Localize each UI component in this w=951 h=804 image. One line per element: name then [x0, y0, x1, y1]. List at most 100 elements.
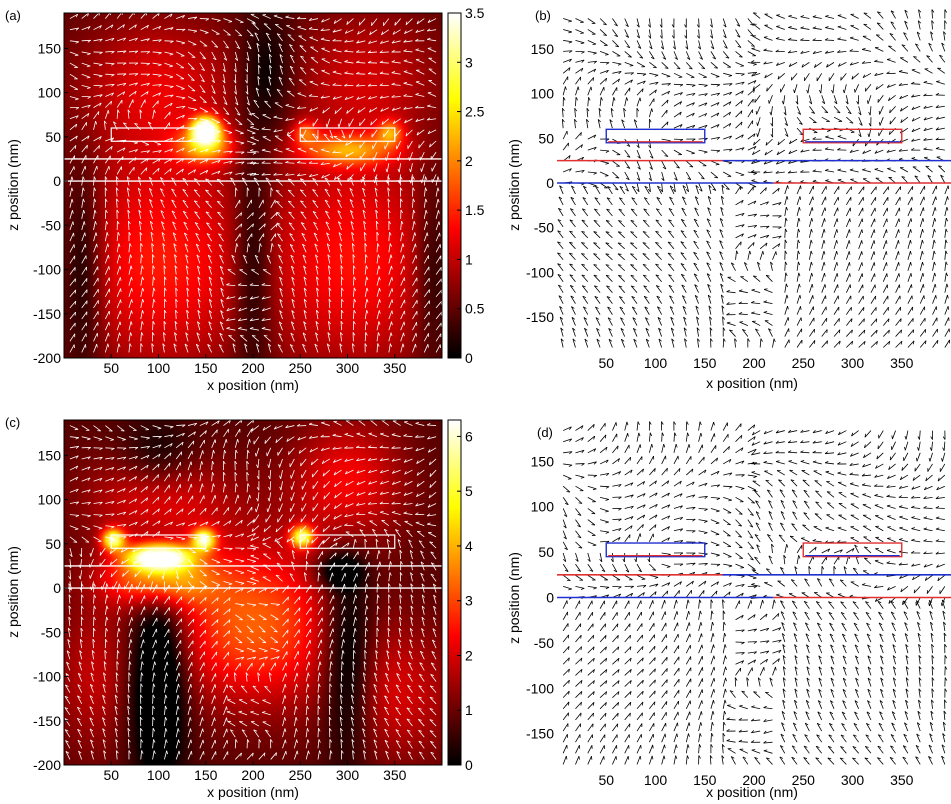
- field-arrow: [81, 266, 87, 275]
- field-arrow: [229, 685, 236, 693]
- field-arrow: [211, 439, 216, 448]
- field-arrow: [599, 29, 608, 36]
- field-arrow: [907, 218, 912, 228]
- field-arrow-head: [315, 332, 319, 336]
- field-arrow: [104, 616, 107, 626]
- field-arrow: [376, 243, 379, 253]
- field-arrow: [223, 449, 225, 459]
- field-arrow: [351, 232, 354, 242]
- field-arrow: [574, 108, 576, 118]
- field-arrow-head: [921, 250, 924, 255]
- field-arrow: [81, 344, 86, 353]
- field-arrow: [685, 40, 689, 50]
- field-arrow: [375, 209, 378, 219]
- field-arrow: [309, 81, 319, 86]
- field-arrow-head: [111, 137, 115, 141]
- field-arrow-head: [620, 328, 625, 331]
- field-arrow: [127, 739, 130, 749]
- field-arrow: [735, 18, 741, 27]
- field-arrow: [81, 514, 91, 516]
- field-arrow: [116, 605, 120, 615]
- field-arrow-head: [202, 739, 205, 744]
- field-arrow: [923, 82, 933, 85]
- field-arrow-head: [194, 200, 198, 203]
- field-arrow: [223, 684, 228, 693]
- field-arrow: [104, 332, 109, 342]
- field-arrow: [128, 166, 135, 175]
- field-arrow: [226, 711, 236, 716]
- field-arrow-head: [269, 65, 273, 69]
- field-arrow-head: [562, 107, 565, 112]
- field-arrow-head: [178, 750, 181, 755]
- field-arrow-head: [122, 24, 125, 28]
- field-arrow: [821, 250, 825, 260]
- field-arrow: [326, 343, 331, 353]
- field-arrow: [911, 69, 921, 74]
- field-arrow: [152, 672, 155, 682]
- field-arrow: [93, 38, 103, 42]
- field-arrow: [930, 31, 933, 41]
- field-arrow: [114, 717, 118, 727]
- field-arrow-head: [751, 47, 756, 50]
- field-arrow: [104, 266, 110, 275]
- field-arrow: [673, 149, 682, 155]
- field-arrow-head: [123, 524, 127, 527]
- field-arrow: [870, 329, 878, 337]
- field-arrow-head: [752, 242, 755, 246]
- field-arrow-head: [812, 50, 816, 54]
- field-arrow-head: [898, 218, 900, 223]
- field-arrow: [220, 299, 224, 309]
- field-arrow: [735, 110, 743, 118]
- field-arrow-head: [123, 37, 126, 41]
- field-arrow-head: [285, 117, 289, 121]
- field-arrow-head: [625, 35, 629, 38]
- field-arrow: [211, 62, 216, 72]
- field-arrow: [809, 95, 813, 105]
- field-arrow-head: [873, 251, 876, 255]
- field-arrow-head: [352, 254, 356, 258]
- field-arrow: [804, 73, 810, 82]
- field-arrow-head: [775, 170, 779, 174]
- field-arrow: [861, 61, 872, 64]
- field-arrow: [152, 287, 155, 297]
- field-arrow: [368, 84, 378, 87]
- field-arrow: [211, 74, 215, 83]
- field-arrow-head: [605, 54, 609, 56]
- field-arrow-head: [740, 174, 745, 177]
- field-arrow: [788, 171, 798, 174]
- field-arrow: [825, 170, 835, 173]
- field-arrow: [371, 18, 378, 26]
- field-arrow: [919, 317, 926, 326]
- field-arrow-head: [679, 101, 682, 105]
- field-arrow-head: [238, 296, 242, 300]
- field-arrow: [400, 321, 405, 331]
- field-arrow: [710, 102, 720, 107]
- field-arrow-head: [901, 44, 906, 47]
- field-arrow-head: [169, 426, 174, 429]
- field-arrow: [152, 628, 157, 638]
- field-arrow-head: [605, 231, 610, 233]
- field-arrow-head: [320, 28, 324, 31]
- field-arrow-head: [738, 56, 743, 58]
- field-arrow-head: [736, 35, 741, 38]
- field-arrow: [763, 171, 773, 174]
- field-arrow-head: [277, 244, 282, 247]
- field-arrow: [246, 129, 256, 134]
- field-arrow-head: [134, 498, 138, 503]
- field-arrow-head: [912, 329, 915, 334]
- field-arrow-head: [219, 265, 224, 269]
- field-arrow: [333, 162, 342, 168]
- field-arrow-head: [273, 160, 277, 164]
- field-arrow-head: [142, 298, 145, 303]
- field-arrow: [735, 81, 745, 85]
- field-arrow: [907, 306, 913, 315]
- field-arrow: [895, 229, 900, 238]
- field-arrow: [223, 534, 233, 538]
- field-arrow-head: [764, 74, 767, 79]
- field-arrow: [234, 625, 242, 633]
- field-arrow-head: [181, 42, 186, 45]
- field-arrow: [199, 608, 207, 616]
- field-arrow: [261, 328, 271, 331]
- field-arrow: [900, 105, 909, 112]
- field-arrow-head: [648, 145, 651, 149]
